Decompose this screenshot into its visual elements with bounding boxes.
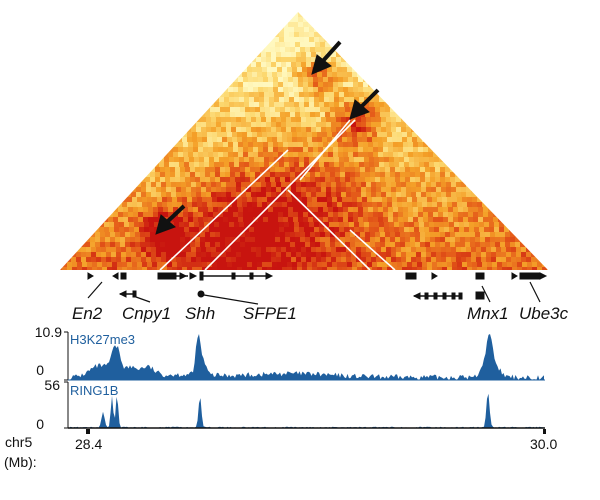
- h3k27me3-label: H3K27me3: [70, 332, 135, 347]
- gene-arrow-icon: [412, 292, 421, 300]
- h3k27me3-ymin: 0: [36, 362, 44, 378]
- gene-leader-line: [135, 296, 151, 303]
- gene-exon: [424, 292, 429, 300]
- gene-exon: [475, 291, 485, 300]
- axis-end-label: 30.0: [530, 436, 557, 452]
- gene-leader-line: [203, 294, 259, 305]
- axis-unit-label: (Mb):: [4, 454, 37, 470]
- tad-line: [159, 149, 289, 271]
- gene-label-cnpy1: Cnpy1: [122, 304, 171, 323]
- h3k27me3-ymax: 10.9: [35, 324, 62, 340]
- gene-exon: [197, 290, 205, 298]
- axis-end-tick: [543, 429, 546, 434]
- ring1b-ymin: 0: [36, 416, 44, 432]
- gene-label-en2: En2: [72, 304, 103, 323]
- gene-exon: [405, 272, 417, 280]
- hotspot-arrows: [155, 40, 380, 235]
- gene-track: [87, 271, 548, 305]
- tad-boundary-lines: [159, 119, 396, 271]
- gene-leader-line: [529, 281, 541, 303]
- gene-exon: [199, 271, 204, 281]
- h3k27me3-signal: [70, 334, 544, 380]
- gene-arrow-icon: [189, 272, 198, 280]
- ring1b-track: 56 0 RING1B: [36, 377, 545, 432]
- gene-exon: [442, 292, 447, 300]
- axis-start-tick: [86, 429, 90, 434]
- gene-leader-line: [481, 285, 491, 303]
- gene-exon: [519, 272, 541, 280]
- gene-exon: [475, 272, 485, 280]
- gene-arrow-icon: [265, 272, 274, 280]
- tad-line: [287, 189, 371, 271]
- hic-heatmap: [60, 12, 548, 271]
- gene-label-ube3c: Ube3c: [519, 304, 569, 323]
- gene-arrow-icon: [118, 290, 127, 298]
- gene-exon: [157, 272, 177, 280]
- axis-start-label: 28.4: [75, 436, 102, 452]
- gene-exon: [451, 292, 456, 300]
- gene-label-mnx1: Mnx1: [467, 304, 509, 323]
- tad-line: [299, 119, 351, 181]
- gene-exon: [231, 272, 236, 280]
- arrow-middle-icon: [349, 88, 380, 120]
- genomic-axis: chr5 (Mb): 28.4 30.0: [4, 429, 557, 470]
- gene-arrow-icon: [511, 272, 518, 280]
- gene-arrow-icon: [87, 272, 94, 280]
- ring1b-signal: [70, 393, 544, 428]
- tad-line: [349, 229, 396, 271]
- arrow-upper-icon: [311, 40, 342, 75]
- gene-label-sfpe1: SFPE1: [243, 304, 297, 323]
- gene-leader-line: [87, 281, 103, 299]
- ring1b-label: RING1B: [70, 383, 118, 398]
- gene-exon: [433, 292, 438, 300]
- gene-arrow-icon: [539, 272, 548, 280]
- arrow-lower-icon: [155, 204, 186, 235]
- gene-exon: [458, 292, 463, 300]
- gene-exon: [120, 272, 127, 280]
- gene-arrow-icon: [112, 272, 119, 280]
- h3k27me3-track: 10.9 0 H3K27me3: [35, 324, 545, 381]
- gene-label-shh: Shh: [185, 304, 215, 323]
- gene-exon: [132, 290, 137, 298]
- gene-exon: [249, 272, 254, 280]
- gene-arrow-icon: [431, 272, 438, 280]
- ring1b-ymax: 56: [44, 377, 60, 393]
- gene-arrow-icon: [179, 272, 188, 280]
- axis-chrom-label: chr5: [5, 434, 32, 450]
